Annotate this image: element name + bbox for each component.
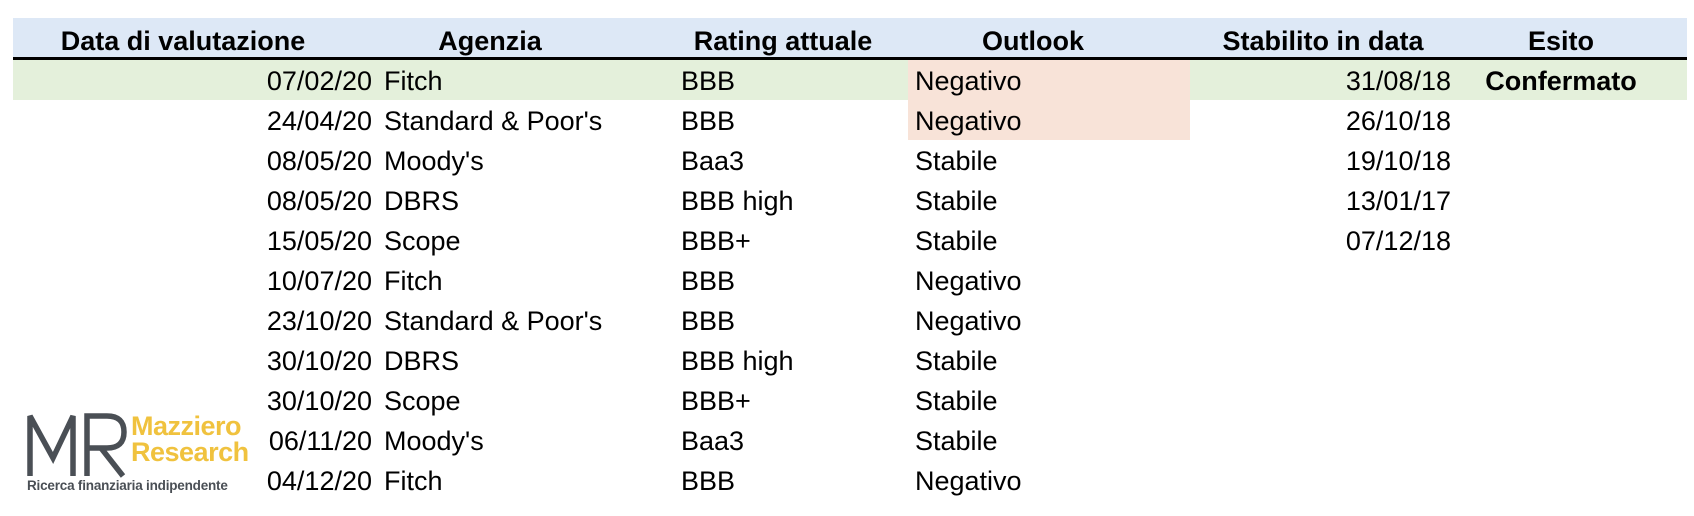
header-date: Data di valutazione bbox=[60, 26, 306, 56]
cell-rating: BBB bbox=[681, 66, 736, 96]
cell-outcome bbox=[1461, 340, 1661, 380]
cell-established bbox=[1196, 460, 1451, 500]
cell-date: 08/05/20 bbox=[266, 146, 372, 176]
cell-outlook: Stabile bbox=[915, 146, 998, 176]
cell-outlook: Negativo bbox=[915, 266, 1022, 296]
cell-outlook: Stabile bbox=[915, 426, 998, 456]
cell-date: 23/10/20 bbox=[266, 306, 372, 336]
cell-date: 10/07/20 bbox=[266, 266, 372, 296]
cell-outlook: Stabile bbox=[915, 346, 998, 376]
cell-agency: Standard & Poor's bbox=[384, 106, 603, 136]
cell-outcome bbox=[1461, 140, 1661, 180]
cell-agency: DBRS bbox=[384, 186, 460, 216]
cell-rating: BBB high bbox=[681, 346, 794, 376]
cell-rating: BBB high bbox=[681, 186, 794, 216]
table-row: 30/10/20 Scope BBB+ Stabile bbox=[13, 380, 1687, 420]
cell-agency: Fitch bbox=[384, 66, 443, 96]
cell-date: 07/02/20 bbox=[266, 66, 372, 96]
cell-established bbox=[1196, 300, 1451, 340]
cell-agency: Fitch bbox=[384, 466, 443, 496]
table-row: 07/02/20 Fitch BBB Negativo 31/08/18 Conferma… bbox=[13, 60, 1687, 100]
cell-established: 19/10/18 bbox=[1345, 146, 1451, 176]
logo-tagline: Ricerca finanziaria indipendente bbox=[27, 478, 228, 493]
table-row: 08/05/20 DBRS BBB high Stabile 13/01/17 bbox=[13, 180, 1687, 220]
cell-agency: Scope bbox=[384, 226, 461, 256]
cell-agency: Scope bbox=[384, 386, 461, 416]
cell-date: 15/05/20 bbox=[266, 226, 372, 256]
cell-rating: BBB bbox=[681, 466, 736, 496]
cell-established: 31/08/18 bbox=[1345, 66, 1451, 96]
cell-outcome bbox=[1461, 260, 1661, 300]
table-row: 15/05/20 Scope BBB+ Stabile 07/12/18 bbox=[13, 220, 1687, 260]
cell-outlook: Stabile bbox=[915, 386, 998, 416]
header-outcome: Esito bbox=[1527, 26, 1594, 56]
cell-date: 08/05/20 bbox=[266, 186, 372, 216]
table-body: 07/02/20 Fitch BBB Negativo 31/08/18 Conferma… bbox=[13, 60, 1687, 500]
cell-outcome bbox=[1461, 460, 1661, 500]
cell-established bbox=[1196, 260, 1451, 300]
cell-date: 30/10/20 bbox=[266, 346, 372, 376]
logo-name-line2: Research bbox=[131, 437, 249, 467]
cell-outcome bbox=[1461, 100, 1661, 140]
cell-outcome bbox=[1461, 180, 1661, 220]
cell-established: 07/12/18 bbox=[1345, 226, 1451, 256]
cell-agency: Moody's bbox=[384, 146, 484, 176]
header-established: Stabilito in data bbox=[1222, 26, 1424, 56]
table-row: 30/10/20 DBRS BBB high Stabile bbox=[13, 340, 1687, 380]
table-row: 04/12/20 Fitch BBB Negativo bbox=[13, 460, 1687, 500]
table-row: 10/07/20 Fitch BBB Negativo bbox=[13, 260, 1687, 300]
logo-name-line1: Mazziero bbox=[131, 411, 242, 441]
cell-agency: DBRS bbox=[384, 346, 460, 376]
cell-rating: BBB bbox=[681, 306, 736, 336]
cell-rating: BBB+ bbox=[681, 226, 751, 256]
cell-date: 04/12/20 bbox=[266, 466, 372, 496]
cell-outcome bbox=[1461, 300, 1661, 340]
table-row: 08/05/20 Moody's Baa3 Stabile 19/10/18 bbox=[13, 140, 1687, 180]
header-outlook: Outlook bbox=[982, 26, 1084, 56]
cell-outlook: Negativo bbox=[908, 60, 1190, 100]
cell-outcome bbox=[1461, 380, 1661, 420]
cell-rating: BBB bbox=[681, 266, 736, 296]
header-rating: Rating attuale bbox=[693, 26, 873, 56]
cell-rating: Baa3 bbox=[681, 146, 745, 176]
mr-monogram-icon bbox=[27, 413, 127, 478]
cell-outlook: Negativo bbox=[915, 466, 1022, 496]
cell-outcome bbox=[1461, 220, 1661, 260]
ratings-table: Data di valutazione Agenzia Rating attua… bbox=[13, 18, 1687, 500]
cell-outlook: Stabile bbox=[915, 226, 998, 256]
table-row: 24/04/20 Standard & Poor's BBB Negativo 26/1… bbox=[13, 100, 1687, 140]
cell-outlook: Negativo bbox=[908, 100, 1190, 140]
header-agency: Agenzia bbox=[438, 26, 542, 56]
cell-agency: Fitch bbox=[384, 266, 443, 296]
cell-rating: Baa3 bbox=[681, 426, 745, 456]
cell-agency: Moody's bbox=[384, 426, 484, 456]
cell-outcome bbox=[1461, 420, 1661, 460]
table-header: Data di valutazione Agenzia Rating attua… bbox=[13, 18, 1687, 60]
cell-established bbox=[1196, 340, 1451, 380]
cell-established: 26/10/18 bbox=[1345, 106, 1451, 136]
table-row: 06/11/20 Moody's Baa3 Stabile bbox=[13, 420, 1687, 460]
cell-agency: Standard & Poor's bbox=[384, 306, 603, 336]
cell-rating: BBB+ bbox=[681, 386, 751, 416]
cell-established bbox=[1196, 420, 1451, 460]
table-row: 23/10/20 Standard & Poor's BBB Negativo bbox=[13, 300, 1687, 340]
cell-date: 06/11/20 bbox=[268, 426, 372, 456]
cell-rating: BBB bbox=[681, 106, 736, 136]
cell-outlook: Negativo bbox=[915, 306, 1022, 336]
cell-outcome: Confermato bbox=[1485, 66, 1637, 96]
cell-established bbox=[1196, 380, 1451, 420]
cell-date: 30/10/20 bbox=[266, 386, 372, 416]
cell-outlook: Stabile bbox=[915, 186, 998, 216]
cell-date: 24/04/20 bbox=[266, 106, 372, 136]
cell-established: 13/01/17 bbox=[1345, 186, 1451, 216]
mazziero-research-logo: Mazziero Research Ricerca finanziaria in… bbox=[27, 412, 262, 494]
